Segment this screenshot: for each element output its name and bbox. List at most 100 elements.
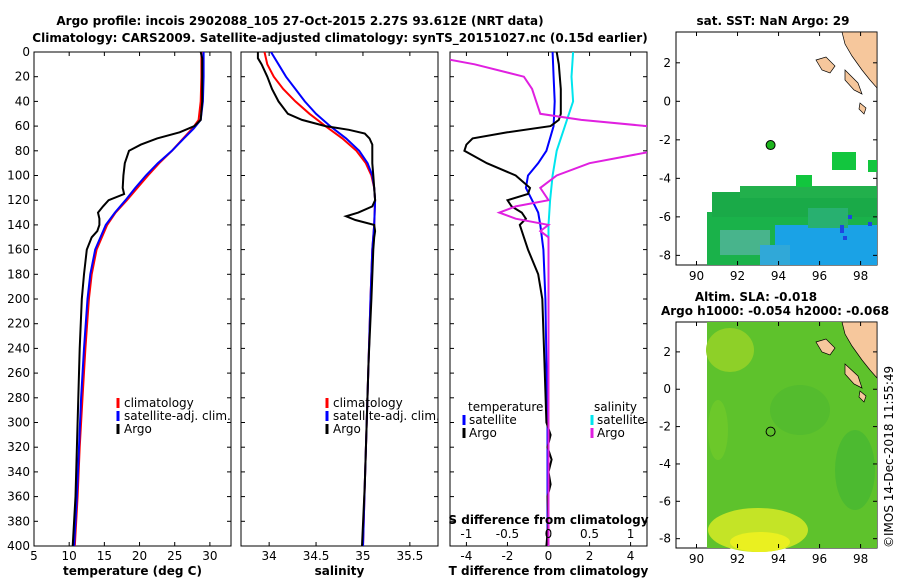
sla-data-field [706,322,877,552]
depth-tick-label: 400 [7,539,30,553]
depth-tick-label: 100 [7,169,30,183]
map-x-tick-label: 98 [853,269,868,283]
map-x-tick-label: 90 [689,552,704,566]
sst-map: 90 92 94 96 98 2 0 -2 -4 -6 -8 [659,31,878,283]
depth-tick-label: 60 [15,119,30,133]
legend-label: satellite [597,413,645,427]
depth-tick-label: 280 [7,391,30,405]
legend-label: satellite [469,413,517,427]
depth-tick-label: 20 [15,70,30,84]
map-y-tick-label: -6 [659,494,671,508]
sst-land-island [815,56,836,74]
temperature-panel: 0 20 40 60 80 100 120 140 160 180 200 220 240 260 280 3… [7,45,232,578]
depth-tick-label: 380 [7,514,30,528]
sla-land-island [858,390,867,403]
x-tick-label: 10 [62,549,77,563]
difference-panel: -4 -2 0 2 4T difference from climatology temp… [448,51,649,578]
depth-tick-label: 320 [7,440,30,454]
map-y-tick-label: -8 [659,532,671,546]
depth-tick-label: 120 [7,193,30,207]
map-y-tick-label: -4 [659,171,671,185]
title-line2: Climatology: CARS2009. Satellite-adjuste… [32,31,647,46]
map-x-tick-label: 98 [853,552,868,566]
x-tick-label: 20 [132,549,147,563]
x2-tick-label: -0.5 [496,527,519,541]
x-tick-label: 35 [355,549,370,563]
depth-tick-label: 180 [7,267,30,281]
difference-x2label: S difference from climatology [448,513,648,527]
depth-tick-label: 40 [15,94,30,108]
map-x-tick-label: 96 [812,269,827,283]
salinity-panel: 34 34.5 35 35.5 salinity climatologysatellite… [240,51,440,578]
legend-label: Argo [597,426,625,440]
depth-tick-label: 0 [22,45,30,59]
map-y-tick-label: 0 [663,94,671,108]
x-tick-label: 34 [262,549,277,563]
sst-argo-marker [765,140,776,151]
map-x-tick-label: 94 [771,269,786,283]
series-argo [71,52,204,546]
legend-label: Argo [469,426,497,440]
legend-label: Argo [124,422,152,436]
depth-tick-label: 300 [7,416,30,430]
x-tick-label: 0 [545,549,553,563]
sst-data-pixels [707,152,877,265]
map-x-tick-label: 94 [771,552,786,566]
map-y-tick-label: 0 [663,382,671,396]
x2-tick-label: 0 [545,527,553,541]
map-x-tick-label: 92 [730,269,745,283]
map-y-tick-label: -8 [659,248,671,262]
x-tick-label: -2 [501,549,513,563]
sst-land-sumatra [841,31,878,89]
sst-map-ticks: 90 92 94 96 98 2 0 -2 -4 -6 -8 [659,32,877,283]
map-y-tick-label: -2 [659,133,671,147]
salinity-lines [256,52,377,546]
x-tick-label: 30 [202,549,217,563]
temperature-xlabel: temperature (deg C) [63,564,202,578]
legend-label: Argo [333,422,361,436]
salinity-xlabel: salinity [315,564,365,578]
x-tick-label: -4 [460,549,472,563]
credit-text: ©IMOS 14-Dec-2018 11:55:49 [882,366,896,548]
map-x-tick-label: 90 [689,269,704,283]
difference-xlabel: T difference from climatology [449,564,649,578]
x-tick-label: 2 [586,549,594,563]
x-tick-label: 5 [30,549,38,563]
depth-tick-label: 200 [7,292,30,306]
map-y-tick-label: 2 [663,345,671,359]
difference-lines [450,52,647,546]
legend-label: climatology [333,396,403,410]
sst-land-island [858,102,867,115]
depth-tick-label: 340 [7,465,30,479]
legend-sal-title: salinity [594,400,637,414]
sla-map: 90 92 94 96 98 2 0 -2 -4 -6 -8 [659,321,878,566]
legend-label: climatology [124,396,194,410]
depth-tick-label: 80 [15,144,30,158]
sla-argo-marker [765,426,776,437]
series-argo [256,52,377,546]
sla-map-title: Altim. SLA: -0.018 [695,290,817,304]
map-y-tick-label: -4 [659,457,671,471]
sla-land-island [815,338,836,356]
legend-label: satellite-adj. clim. [333,409,440,423]
temperature-lines [71,52,205,546]
x2-tick-label: 0.5 [580,527,599,541]
salinity-axes-frame [240,51,439,547]
x2-tick-label: 1 [627,527,635,541]
sst-land-island [844,69,863,95]
temperature-axes-frame [33,51,232,547]
x-tick-label: 35.5 [396,549,423,563]
depth-tick-label: 220 [7,317,30,331]
legend-label: satellite-adj. clim. [124,409,231,423]
x-tick-label: 4 [627,549,635,563]
series-salinity-argo [450,58,647,546]
sla-land-island [844,363,863,389]
sla-map-ticks: 90 92 94 96 98 2 0 -2 -4 -6 -8 [659,322,877,566]
depth-tick-label: 140 [7,218,30,232]
sst-map-title: sat. SST: NaN Argo: 29 [696,14,849,28]
map-x-tick-label: 92 [730,552,745,566]
map-y-tick-label: -2 [659,420,671,434]
legend-temp-title: temperature [468,400,543,414]
depth-tick-label: 160 [7,243,30,257]
